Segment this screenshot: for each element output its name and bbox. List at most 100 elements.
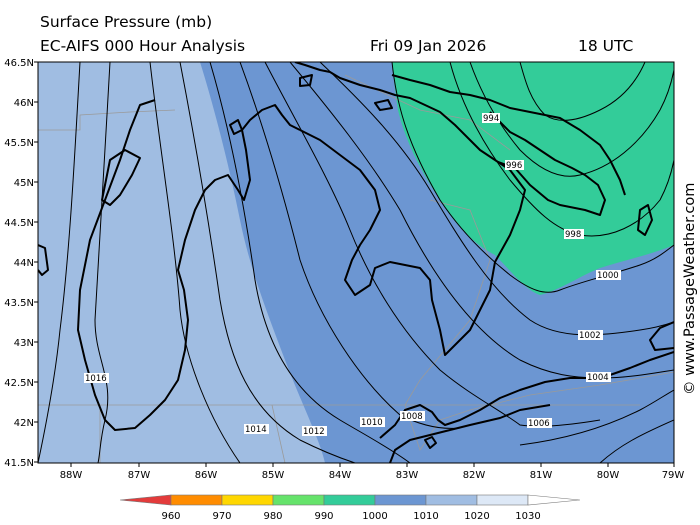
isobar-label-994: 994 [483,114,499,124]
model-run: EC-AIFS 000 Hour Analysis [40,37,246,55]
colorbar-cell-1010 [374,494,427,506]
isobar-1014 [149,62,241,463]
lon-labels: 88W 87W 86W 85W 84W 83W 82W 81W 80W 79W [60,470,685,481]
isobar-1002 [319,62,674,336]
colorbar-label: 990 [314,511,333,522]
lake-ontario-shore [649,321,674,351]
colorbar-label: 970 [212,511,231,522]
isobar-label-1016: 1016 [85,374,107,384]
green-bay-shore [101,149,141,206]
map-title: Surface Pressure (mb) [40,13,213,31]
isobar-label-1014: 1014 [245,425,267,435]
lake-erie-shore [379,351,674,439]
lon-label: 79W [662,470,685,481]
label-bg-994 [482,113,500,123]
isobar-label-996: 996 [506,161,522,171]
colorbar-cell-990 [272,494,325,506]
isobar-label-998: 998 [565,230,581,240]
lon-label: 80W [597,470,620,481]
lat-label: 46N [14,98,34,109]
isobar-label-1002: 1002 [579,331,601,341]
lake-erie-south-shore [389,404,551,463]
lat-label: 41.5N [4,458,34,469]
isobar-labels: 994 996 998 1000 1002 1004 1006 1008 101… [84,113,621,437]
lake-michigan-shore [77,99,301,431]
upper-peninsula-shore [38,244,49,276]
lat-label: 45.5N [4,138,34,149]
island-2 [299,74,313,87]
label-bg-1004 [586,372,611,382]
isobar-1000 [391,62,674,293]
colorbar-labels: 960 970 980 990 1000 1010 1020 1030 [161,511,540,522]
lon-label: 82W [463,470,486,481]
lon-label: 85W [262,470,285,481]
colorbar-cell-960 [119,494,172,506]
label-bg-1014 [244,424,269,434]
lat-label: 43.5N [4,298,34,309]
isobar-label-1012: 1012 [303,427,325,437]
lon-label: 81W [530,470,553,481]
colorbar-label: 1030 [515,511,540,522]
isobar-1016 [94,62,111,463]
isobar-1010 [209,62,411,463]
isobar-1008 [239,62,461,429]
colorbar-cell-1020 [425,494,478,506]
label-bg-1006 [527,418,552,428]
island-1 [229,119,243,135]
colorbar-label: 980 [263,511,282,522]
map-subtitle: EC-AIFS 000 Hour Analysis Fri 09 Jan 202… [40,37,670,109]
isobar-1012 [179,62,356,463]
lon-label: 84W [329,470,352,481]
isobar-label-1006: 1006 [528,419,550,429]
colorbar-label: 960 [161,511,180,522]
lat-label: 44.5N [4,218,34,229]
colorbar-cell-1030 [476,494,529,506]
colorbar-label: 1000 [362,511,387,522]
colorbar-cell-970 [170,494,223,506]
lat-label: 45N [14,178,34,189]
lat-labels: 46.5N 46N 45.5N 45N 44.5N 44N 43.5N 43N … [4,58,34,469]
lake-st-clair [424,436,437,449]
isobar-1006-east [519,389,674,446]
colorbar [119,494,581,506]
colorbar-label: 1010 [413,511,438,522]
lat-axis [34,61,38,463]
isobar-label-1010: 1010 [361,418,383,428]
label-bg-998 [564,229,584,239]
colorbar-cell-end [527,494,581,506]
lon-label: 87W [128,470,151,481]
label-bg-1016 [84,373,109,383]
island-3 [374,99,393,111]
georgian-bay-inner [489,111,606,216]
colorbar-label: 1020 [464,511,489,522]
isobar-label-1000: 1000 [597,271,619,281]
north-channel-shore [391,74,626,196]
valid-date: Fri 09 Jan 2026 [370,37,487,55]
lat-label: 42.5N [4,378,34,389]
label-bg-1000 [596,270,621,280]
lat-label: 44N [14,258,34,269]
lake-ontario-north [637,204,653,236]
colorbar-cell-980 [221,494,274,506]
lon-label: 83W [396,470,419,481]
label-bg-1010 [360,417,385,427]
label-bg-1012 [302,426,327,436]
valid-time: 18 UTC [578,37,634,55]
label-bg-1008 [400,411,425,421]
site-credit: © www.PassageWeather.com [682,183,698,395]
lon-label: 88W [60,470,83,481]
isobar-1018 [38,62,81,463]
lake-huron-shore [294,62,526,356]
label-bg-996 [505,160,524,170]
coastlines [38,62,674,463]
isobar-1008-east [599,419,674,463]
lat-label: 43N [14,338,34,349]
isobar-label-1008: 1008 [401,412,423,422]
colorbar-cell-1000 [323,494,376,506]
label-bg-1002 [578,330,603,340]
fill-990-1000 [392,62,674,295]
isobar-994 [519,62,646,121]
lat-label: 46.5N [4,58,34,69]
lon-axis [70,463,675,467]
lat-label: 42N [14,418,34,429]
